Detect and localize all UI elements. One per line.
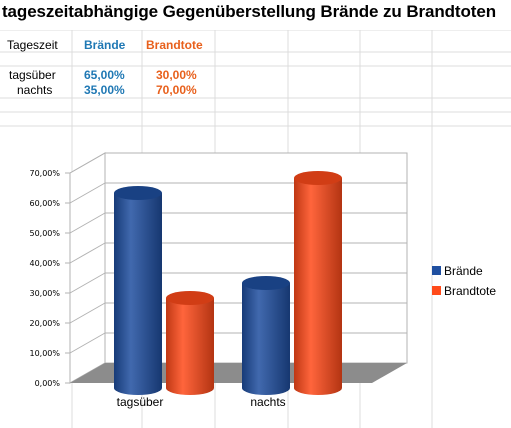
y-tick-label-5: 50,00% <box>29 229 60 238</box>
y-tick-label-4: 40,00% <box>29 259 60 268</box>
header-braende[interactable]: Brände <box>84 38 126 52</box>
legend-swatch-0 <box>432 266 441 275</box>
title-row: tageszeitabhängige Gegenüberstellung Brä… <box>0 0 511 30</box>
bar-top <box>114 186 162 200</box>
legend-label-0: Brände <box>444 264 483 278</box>
header-tageszeit[interactable]: Tageszeit <box>7 38 58 52</box>
legend-label-1: Brandtote <box>444 284 496 298</box>
gridline-side-5 <box>69 212 106 234</box>
gridline-side-3 <box>69 272 106 294</box>
value-brandtote-tagsueber[interactable]: 30,00% <box>156 68 197 82</box>
sheet-title: tageszeitabhängige Gegenüberstellung Brä… <box>2 2 496 21</box>
chart-side-wall <box>69 152 106 384</box>
row-label-nachts[interactable]: nachts <box>17 83 53 97</box>
bar-body <box>114 193 162 395</box>
y-tick-label-7: 70,00% <box>29 169 60 178</box>
bar-body <box>294 178 342 395</box>
bar-brandtote-nachts <box>294 171 342 395</box>
y-tick-label-6: 60,00% <box>29 199 60 208</box>
gridline-side-7 <box>69 152 106 174</box>
value-braende-tagsueber[interactable]: 65,00% <box>84 68 125 82</box>
value-braende-nachts[interactable]: 35,00% <box>84 83 125 97</box>
bar-body <box>242 283 290 395</box>
bar-body <box>166 298 214 395</box>
legend-swatch-1 <box>432 286 441 295</box>
y-tick-label-1: 10,00% <box>29 349 60 358</box>
chart: 0,00% 10,00% 20,00% 30,00% 40,00% 50,00% 60,00… <box>29 152 496 409</box>
x-tick-label-0: tagsüber <box>117 395 164 409</box>
gridline-side-6 <box>69 182 106 204</box>
bar-br-nde-nachts <box>242 276 290 395</box>
gridline-side-2 <box>69 302 106 324</box>
header-brandtote[interactable]: Brandtote <box>146 38 203 52</box>
y-tick-label-3: 30,00% <box>29 289 60 298</box>
value-brandtote-nachts[interactable]: 70,00% <box>156 83 197 97</box>
y-tick-label-2: 20,00% <box>29 319 60 328</box>
y-tick-label-0: 0,00% <box>35 379 61 388</box>
bar-top <box>166 291 214 305</box>
bar-top <box>294 171 342 185</box>
row-label-tagsueber[interactable]: tagsüber <box>9 68 56 82</box>
bar-top <box>242 276 290 290</box>
gridline-side-1 <box>69 332 106 354</box>
bar-br-nde-tags-ber <box>114 186 162 395</box>
bar-brandtote-tags-ber <box>166 291 214 395</box>
x-tick-label-1: nachts <box>250 395 285 409</box>
gridline-side-4 <box>69 242 106 264</box>
